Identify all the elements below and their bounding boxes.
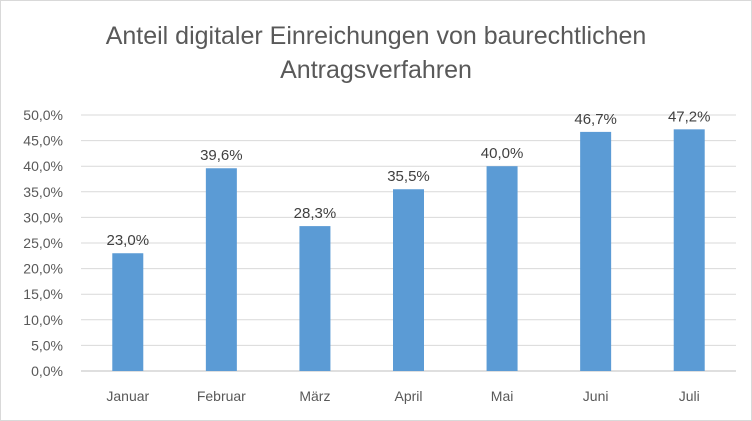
x-tick-label: Juni [583, 388, 609, 404]
bar [673, 129, 705, 371]
bar [205, 168, 237, 371]
data-label: 47,2% [668, 108, 711, 125]
y-tick-label: 45,0% [23, 133, 63, 149]
chart-title-line-1: Anteil digitaler Einreichungen von baure… [105, 22, 647, 50]
data-label: 46,7% [574, 111, 617, 128]
bar [112, 253, 144, 371]
bar [580, 131, 612, 371]
bar [393, 189, 424, 371]
data-label: 28,3% [294, 205, 337, 222]
y-tick-label: 30,0% [23, 209, 63, 225]
chart-title-line-2: Antragsverfahren [280, 56, 472, 84]
y-tick-label: 50,0% [23, 107, 63, 123]
x-tick-label: Mai [491, 388, 514, 404]
y-tick-label: 5,0% [31, 337, 63, 353]
x-tick-label: März [299, 388, 330, 404]
chart-title: Anteil digitaler Einreichungen von baure… [1, 19, 751, 87]
y-tick-label: 35,0% [23, 184, 63, 200]
y-tick-label: 15,0% [23, 286, 63, 302]
x-tick-label: April [394, 388, 422, 404]
y-tick-label: 10,0% [23, 312, 63, 328]
y-tick-label: 0,0% [31, 363, 63, 379]
data-label: 39,6% [200, 147, 243, 164]
bar [486, 166, 518, 371]
data-label: 23,0% [107, 232, 150, 249]
x-tick-label: Februar [197, 388, 246, 404]
bars [112, 129, 705, 371]
x-tick-label: Januar [106, 388, 149, 404]
bar [299, 226, 331, 371]
y-tick-label: 40,0% [23, 158, 63, 174]
x-axis-ticks: Januar Februar März April Mai Juni Juli [106, 388, 699, 404]
x-tick-label: Juli [679, 388, 700, 404]
data-label: 40,0% [481, 145, 524, 162]
y-tick-label: 25,0% [23, 235, 63, 251]
y-axis-ticks: 0,0% 5,0% 10,0% 15,0% 20,0% 25,0% 30,0% 35,0% 40… [23, 107, 63, 379]
y-tick-label: 20,0% [23, 261, 63, 277]
data-label: 35,5% [387, 168, 430, 185]
data-labels: 23,0% 39,6% 28,3% 35,5% 40,0% 46,7% 47,2% [107, 108, 711, 249]
